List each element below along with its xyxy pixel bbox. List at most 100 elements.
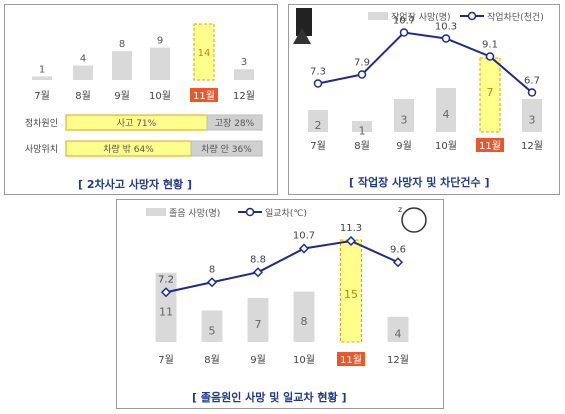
legend-bar-swatch <box>368 12 388 20</box>
x-tick-label: 12월 <box>521 140 543 152</box>
bar-8월 <box>352 121 372 132</box>
bar-9월 <box>112 51 132 80</box>
x-tick-label: 11월 <box>479 140 501 152</box>
x-tick-label: 8월 <box>75 90 91 102</box>
x-tick-label: 10월 <box>293 354 315 366</box>
line-point <box>527 88 537 97</box>
bar-9월 <box>247 297 269 342</box>
line-value-label: 7.2 <box>158 274 174 285</box>
line-point <box>206 277 218 288</box>
line-value-label: 8.8 <box>250 254 266 265</box>
line-value-label: 6.7 <box>524 76 540 87</box>
bar-8월 <box>73 65 93 80</box>
bar-12월 <box>522 99 542 132</box>
x-tick-label: 9월 <box>396 140 412 152</box>
bar-value-label: 4 <box>80 54 86 65</box>
x-tick-label: 8월 <box>354 140 370 152</box>
bar-value-label: 1 <box>39 64 45 75</box>
x-tick-label: 8월 <box>204 354 220 366</box>
line-value-label: 7.3 <box>310 67 326 78</box>
drowsy-driver-icon <box>401 207 427 233</box>
caption-workzone: [ 작업장 사망자 및 차단건수 ] <box>349 176 490 189</box>
bar-value-label: 7 <box>255 318 262 331</box>
bar-value-label: 3 <box>241 57 247 68</box>
row-label: 정차원인 <box>25 117 58 129</box>
month-highlight-bg <box>337 352 365 366</box>
x-tick-label: 10월 <box>435 140 457 152</box>
x-tick-label: 10월 <box>149 90 171 102</box>
row-segment-b-label: 차량 안 36% <box>201 143 252 155</box>
x-tick-label: 12월 <box>387 354 409 366</box>
month-highlight-bg <box>476 138 504 152</box>
legend-bar-label: 작업장 사망(명) <box>391 12 451 23</box>
bar-value-label: 4 <box>395 327 402 340</box>
bar-value-label: 3 <box>529 114 536 127</box>
row-label: 사망위치 <box>25 143 58 155</box>
bar-10월 <box>150 47 170 80</box>
bar-value-label: 15 <box>344 288 358 301</box>
line-value-label: 10.7 <box>393 16 415 27</box>
series-line-workzone-closures <box>317 31 533 94</box>
bar-value-label: 11 <box>159 305 173 318</box>
bar-10월 <box>436 88 456 132</box>
line-point <box>313 79 323 88</box>
sleep-z-glyph: z <box>398 205 402 214</box>
row-segment-b <box>190 140 263 157</box>
road-work-icon <box>296 8 312 36</box>
row-segment-a-label: 차량 밖 64% <box>103 143 154 155</box>
bar-value-label: 3 <box>401 114 408 127</box>
line-point <box>298 243 310 254</box>
row-segment-b <box>206 114 263 131</box>
bar-8월 <box>201 310 223 342</box>
legend-line-marker <box>245 207 255 217</box>
line-value-label: 7.9 <box>354 58 370 69</box>
legend-bar-label: 졸음 사망(명) <box>169 208 220 219</box>
x-tick-label: 11월 <box>340 354 362 366</box>
road-cone-icon <box>293 28 311 44</box>
caption-secondary-accident: [ 2차사고 사망자 현황 ] <box>78 178 192 191</box>
x-tick-label: 12월 <box>233 90 255 102</box>
bar-value-label: 8 <box>301 315 308 328</box>
bar-10월 <box>293 291 315 342</box>
line-value-label: 10.3 <box>435 22 457 33</box>
line-point <box>441 34 451 43</box>
legend-bar-swatch <box>146 208 166 216</box>
x-tick-label: 7월 <box>158 354 174 366</box>
bar-value-label: 5 <box>209 324 216 337</box>
line-point <box>252 267 264 278</box>
bar-7월 <box>155 272 177 342</box>
caption-drowsy: [ 졸음원인 사망 및 일교차 현황 ] <box>192 391 347 404</box>
line-point <box>392 257 404 268</box>
line-point <box>160 287 172 298</box>
legend-line-label: 일교차(℃) <box>265 207 307 219</box>
line-value-label: 8 <box>209 264 215 275</box>
month-highlight-bg <box>190 88 218 102</box>
bar-value-label: 1 <box>359 125 366 138</box>
line-value-label: 9.6 <box>390 244 406 255</box>
bar-value-label: 4 <box>443 108 450 121</box>
legend-line-label: 작업차단(천건) <box>487 11 544 23</box>
bar-11월 <box>193 23 215 81</box>
bar-value-label: 7 <box>487 86 494 99</box>
line-value-label: 9.1 <box>482 40 498 51</box>
legend-line-marker <box>467 11 477 21</box>
line-point <box>345 235 357 247</box>
series-line-temperature-range <box>165 239 399 294</box>
bar-value-label: 8 <box>119 39 125 50</box>
bar-12월 <box>234 69 254 80</box>
bar-value-label: 2 <box>315 119 322 132</box>
line-value-label: 10.7 <box>293 231 315 242</box>
bar-12월 <box>387 316 409 342</box>
x-tick-label: 7월 <box>34 90 50 102</box>
line-point <box>399 28 409 37</box>
row-segment-a-label: 사고 71% <box>117 118 157 129</box>
bar-7월 <box>32 76 52 80</box>
bar-value-label: 9 <box>157 36 163 47</box>
row-segment-b-label: 고장 28% <box>215 118 255 129</box>
line-value-label: 11.3 <box>340 223 362 234</box>
x-tick-label: 7월 <box>310 140 326 152</box>
bar-9월 <box>394 99 414 132</box>
